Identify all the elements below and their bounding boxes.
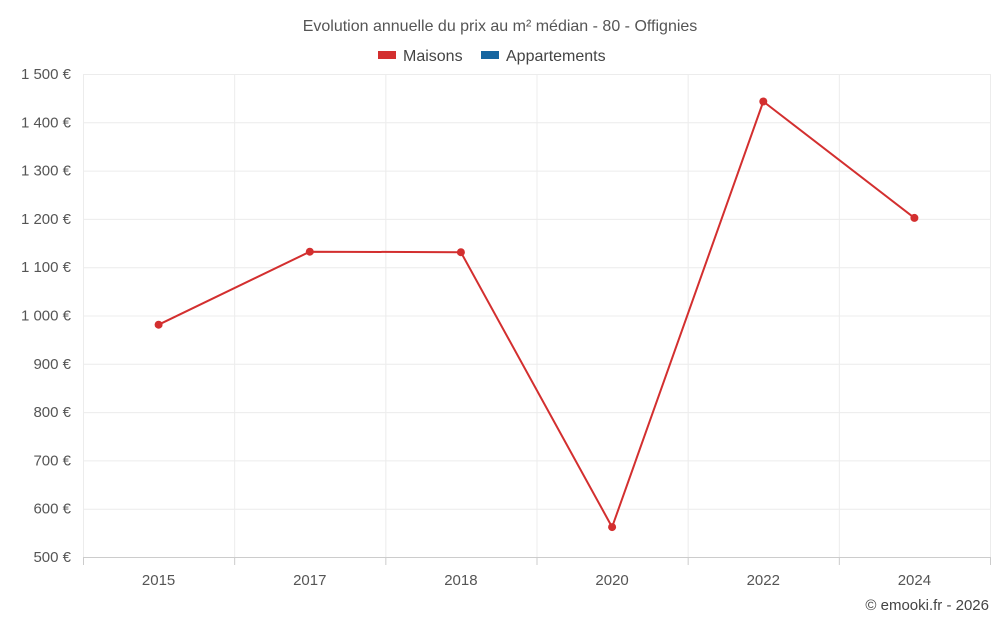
series-line-maisons xyxy=(158,100,916,529)
legend-swatch-maisons xyxy=(378,51,396,59)
y-tick-label: 600 € xyxy=(33,501,71,518)
x-tick-label: 2015 xyxy=(142,572,175,589)
y-tick-label: 1 300 € xyxy=(21,163,72,180)
data-point-maisons[interactable] xyxy=(305,247,314,256)
chart-title: Evolution annuelle du prix au m² médian … xyxy=(303,18,698,35)
credit-text: © emooki.fr - 2026 xyxy=(865,597,989,614)
y-tick-label: 1 100 € xyxy=(21,259,72,276)
y-tick-label: 500 € xyxy=(33,549,71,566)
data-point-maisons[interactable] xyxy=(608,523,617,532)
grid-layer xyxy=(83,74,991,557)
legend-swatch-appartements xyxy=(481,51,499,59)
x-tick-label: 2024 xyxy=(898,572,931,589)
x-tick-label: 2018 xyxy=(444,572,477,589)
data-point-maisons[interactable] xyxy=(456,248,465,257)
legend-label-maisons: Maisons xyxy=(403,48,463,65)
data-point-maisons[interactable] xyxy=(759,97,768,106)
y-tick-label: 1 200 € xyxy=(21,211,72,228)
y-tick-label: 1 400 € xyxy=(21,114,72,131)
legend-label-appartements: Appartements xyxy=(506,48,606,65)
y-tick-label: 1 000 € xyxy=(21,308,72,325)
legend-item-appartements[interactable]: Appartements xyxy=(481,48,606,65)
data-point-maisons[interactable] xyxy=(154,320,163,329)
y-tick-label: 800 € xyxy=(33,404,71,421)
y-tick-label: 900 € xyxy=(33,356,71,373)
axis-layer: 500 € 600 € 700 € 800 € 900 € 1 000 € 1 100 € 1… xyxy=(21,66,991,589)
legend-item-maisons[interactable]: Maisons xyxy=(378,48,463,65)
x-tick-label: 2022 xyxy=(747,572,780,589)
y-tick-label: 700 € xyxy=(33,452,71,469)
x-tick-label: 2020 xyxy=(595,572,628,589)
x-tick-label: 2017 xyxy=(293,572,326,589)
y-tick-label: 1 500 € xyxy=(21,66,72,83)
data-point-maisons[interactable] xyxy=(910,213,919,222)
legend: Maisons Appartements xyxy=(378,48,606,65)
series-layer xyxy=(154,97,919,532)
